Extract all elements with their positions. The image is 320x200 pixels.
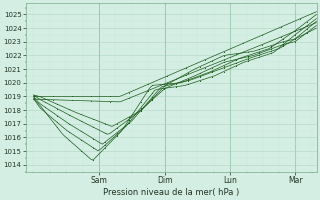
X-axis label: Pression niveau de la mer( hPa ): Pression niveau de la mer( hPa ) [103,188,239,197]
